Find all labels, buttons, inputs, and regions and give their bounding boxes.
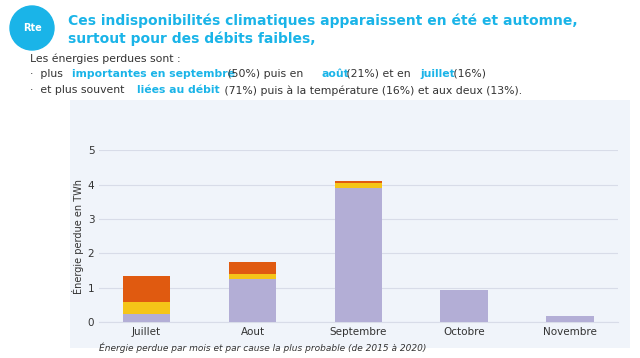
Text: (50%) puis en: (50%) puis en <box>224 69 307 79</box>
Text: importantes en septembre: importantes en septembre <box>72 69 235 79</box>
Circle shape <box>10 6 54 50</box>
Text: Les énergies perdues sont :: Les énergies perdues sont : <box>30 53 180 63</box>
Y-axis label: Énergie perdue en TWh: Énergie perdue en TWh <box>72 179 84 294</box>
Text: juillet: juillet <box>420 69 455 79</box>
Text: liées au débit: liées au débit <box>137 85 220 95</box>
Bar <box>123 314 170 322</box>
Bar <box>228 274 276 279</box>
Bar <box>440 290 488 322</box>
Text: surtout pour des débits faibles,: surtout pour des débits faibles, <box>68 32 316 47</box>
Text: (21%) et en: (21%) et en <box>343 69 414 79</box>
Text: Énergie perdue par mois et par cause la plus probable (de 2015 à 2020): Énergie perdue par mois et par cause la … <box>99 342 427 353</box>
Bar <box>335 181 382 183</box>
Bar <box>228 262 276 274</box>
Bar <box>335 188 382 322</box>
Bar <box>123 301 170 314</box>
Bar <box>335 183 382 188</box>
Text: (71%) puis à la température (16%) et aux deux (13%).: (71%) puis à la température (16%) et aux… <box>221 85 522 96</box>
Text: Rte: Rte <box>22 23 42 33</box>
Bar <box>228 279 276 322</box>
Text: Ces indisponibilités climatiques apparaissent en été et automne,: Ces indisponibilités climatiques apparai… <box>68 14 578 29</box>
FancyBboxPatch shape <box>70 100 630 348</box>
Text: (16%): (16%) <box>450 69 486 79</box>
Text: ·  plus: · plus <box>30 69 67 79</box>
Bar <box>547 316 594 322</box>
Bar <box>123 276 170 301</box>
Text: août: août <box>321 69 349 79</box>
Text: ·  et plus souvent: · et plus souvent <box>30 85 128 95</box>
